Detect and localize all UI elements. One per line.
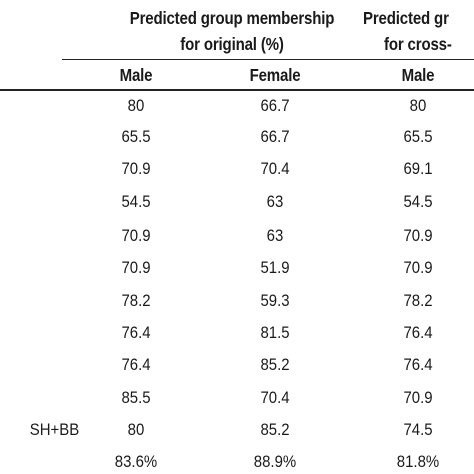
cell-male-cross: 65.5	[403, 127, 433, 146]
cell-female-original: 85.2	[260, 420, 290, 439]
cell-male-original: 54.5	[121, 192, 151, 211]
cell-male-original: 70.9	[121, 159, 151, 178]
cell-male-cross: 70.9	[403, 258, 433, 277]
cell-female-original: 66.7	[260, 127, 290, 146]
cell-male-original: 80	[127, 420, 145, 439]
cell-male-original: 70.9	[121, 258, 151, 277]
cell-male-original: 80	[127, 96, 145, 115]
cell-male-original: 76.4	[121, 355, 151, 374]
cell-female-original: 88.9%	[253, 452, 297, 471]
cell-female-original: 70.4	[260, 159, 290, 178]
cell-male-cross: 81.8%	[396, 452, 440, 471]
cell-male-original: 76.4	[121, 323, 151, 342]
cell-male-original: 65.5	[121, 127, 151, 146]
cell-male-cross: 54.5	[403, 192, 433, 211]
cell-female-original: 70.4	[260, 388, 290, 407]
cell-female-original: 51.9	[260, 258, 290, 277]
cell-male-original: 83.6%	[114, 452, 158, 471]
cell-female-original: 85.2	[260, 355, 290, 374]
row-label-sh-bb: SH+BB	[29, 420, 79, 439]
group-header-rule	[62, 59, 474, 61]
cell-male-cross: 76.4	[403, 323, 433, 342]
cell-male-original: 70.9	[121, 226, 151, 245]
cell-male-cross: 78.2	[403, 291, 433, 310]
cell-male-cross: 70.9	[403, 388, 433, 407]
cell-female-original: 63	[266, 226, 284, 245]
column-header-male-cross: Male	[401, 65, 435, 85]
cell-male-cross: 70.9	[403, 226, 433, 245]
cell-male-original: 78.2	[121, 291, 151, 310]
cell-male-original: 85.5	[121, 388, 151, 407]
cell-female-original: 63	[266, 192, 284, 211]
cell-female-original: 81.5	[260, 323, 290, 342]
cell-male-cross: 69.1	[403, 159, 433, 178]
group2-header-line1: Predicted gr	[363, 8, 449, 28]
group1-header-line1: Predicted group membership	[129, 8, 335, 28]
column-header-male-original: Male	[119, 65, 153, 85]
group1-header-line2: for original (%)	[180, 34, 284, 54]
column-header-female-original: Female	[249, 65, 301, 85]
cell-male-cross: 80	[409, 96, 427, 115]
group2-header-line2: for cross-	[384, 34, 452, 54]
cell-male-cross: 74.5	[403, 420, 433, 439]
cell-female-original: 59.3	[260, 291, 290, 310]
column-header-rule	[0, 89, 474, 91]
cell-male-cross: 76.4	[403, 355, 433, 374]
cell-female-original: 66.7	[260, 96, 290, 115]
